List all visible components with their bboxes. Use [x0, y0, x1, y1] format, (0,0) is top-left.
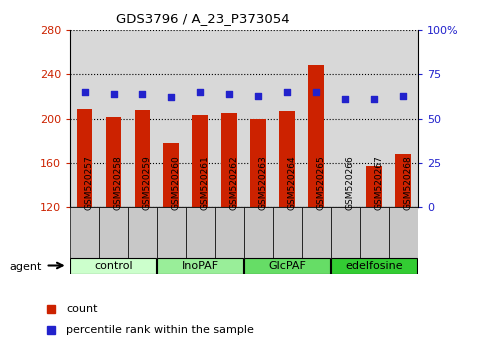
Bar: [164, 143, 180, 207]
FancyBboxPatch shape: [128, 207, 157, 258]
Text: agent: agent: [10, 262, 42, 272]
FancyBboxPatch shape: [157, 258, 243, 274]
Text: GSM520267: GSM520267: [374, 155, 384, 210]
Text: percentile rank within the sample: percentile rank within the sample: [66, 325, 254, 336]
Bar: [309, 65, 325, 207]
FancyBboxPatch shape: [70, 258, 156, 274]
FancyBboxPatch shape: [331, 258, 417, 274]
Point: [168, 95, 175, 100]
FancyBboxPatch shape: [331, 207, 360, 258]
Bar: [135, 110, 151, 207]
Bar: [396, 154, 412, 207]
Text: control: control: [94, 261, 133, 271]
Bar: [106, 118, 122, 207]
Point: [313, 89, 320, 95]
Text: InoPAF: InoPAF: [182, 261, 219, 271]
Bar: [222, 113, 238, 207]
FancyBboxPatch shape: [99, 207, 128, 258]
FancyBboxPatch shape: [302, 207, 331, 258]
Text: GSM520260: GSM520260: [171, 155, 181, 210]
FancyBboxPatch shape: [244, 207, 273, 258]
Text: GSM520263: GSM520263: [258, 155, 268, 210]
Text: GSM520262: GSM520262: [229, 155, 239, 210]
Point: [226, 91, 233, 97]
Text: GSM520257: GSM520257: [85, 155, 94, 210]
FancyBboxPatch shape: [273, 207, 302, 258]
FancyBboxPatch shape: [186, 207, 215, 258]
Text: GSM520265: GSM520265: [316, 155, 326, 210]
Text: GSM520259: GSM520259: [142, 155, 152, 210]
Point: [370, 96, 378, 102]
Text: GSM520268: GSM520268: [403, 155, 412, 210]
FancyBboxPatch shape: [70, 207, 99, 258]
Point: [139, 91, 146, 97]
Point: [341, 96, 349, 102]
Text: GlcPAF: GlcPAF: [269, 261, 306, 271]
Point: [197, 89, 204, 95]
Text: GSM520261: GSM520261: [200, 155, 210, 210]
Bar: [77, 109, 93, 207]
Point: [284, 89, 291, 95]
Bar: [367, 166, 383, 207]
Text: count: count: [66, 304, 98, 314]
Point: [255, 93, 262, 98]
Point: [81, 89, 88, 95]
Bar: [251, 119, 267, 207]
Point: [399, 93, 407, 98]
Text: GDS3796 / A_23_P373054: GDS3796 / A_23_P373054: [116, 12, 290, 25]
Text: edelfosine: edelfosine: [345, 261, 403, 271]
Text: GSM520258: GSM520258: [114, 155, 123, 210]
FancyBboxPatch shape: [157, 207, 186, 258]
Point: [110, 91, 117, 97]
Text: GSM520264: GSM520264: [287, 155, 297, 210]
FancyBboxPatch shape: [389, 207, 418, 258]
Bar: [280, 111, 296, 207]
Bar: [193, 115, 209, 207]
FancyBboxPatch shape: [215, 207, 244, 258]
Text: GSM520266: GSM520266: [345, 155, 355, 210]
FancyBboxPatch shape: [244, 258, 330, 274]
FancyBboxPatch shape: [360, 207, 389, 258]
